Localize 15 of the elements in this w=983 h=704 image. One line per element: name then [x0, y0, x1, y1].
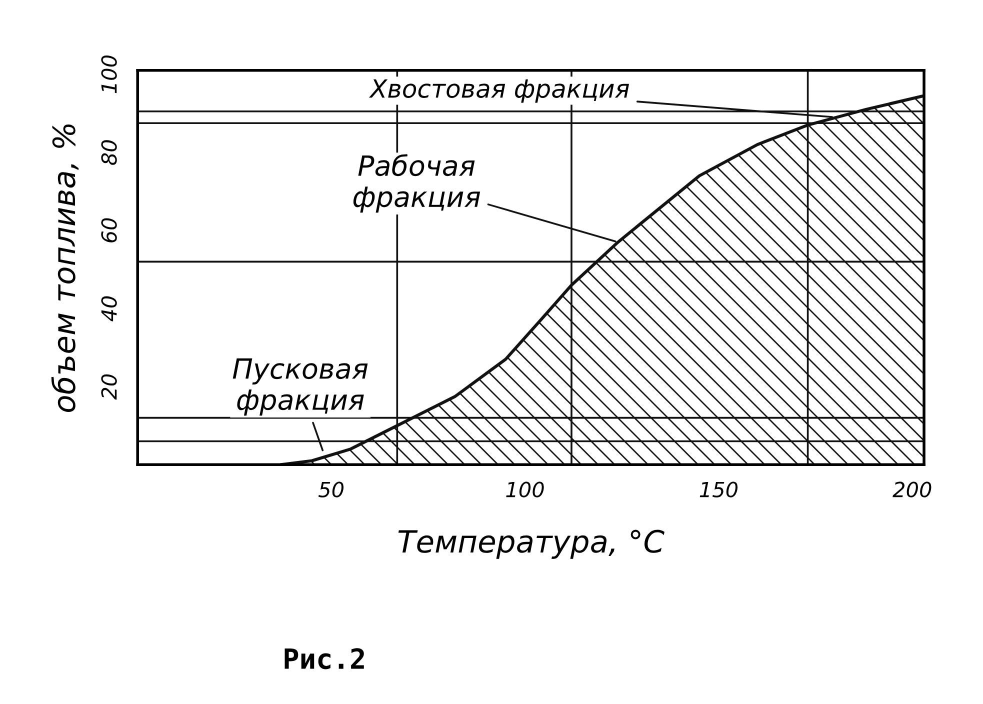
y-tick-label: 80	[101, 140, 117, 165]
annotation: Пусковая фракция	[232, 358, 368, 416]
y-tick-label: 100	[101, 55, 117, 94]
annotation: Рабочая фракция	[353, 154, 480, 213]
x-tick-label: 50	[318, 482, 344, 498]
y-tick-label: 20	[101, 374, 117, 400]
annotation: Хвостовая фракция	[368, 79, 630, 103]
y-tick-label: 40	[101, 296, 117, 322]
y-axis-title: объем топлива, %	[51, 124, 79, 412]
x-tick-label: 200	[892, 482, 932, 498]
x-tick-label: 150	[700, 482, 738, 498]
text: Рис.2	[284, 648, 364, 670]
x-tick-label: 100	[506, 482, 544, 498]
y-tick-label: 60	[101, 218, 117, 242]
x-axis-title: Температура, °C	[398, 530, 664, 559]
